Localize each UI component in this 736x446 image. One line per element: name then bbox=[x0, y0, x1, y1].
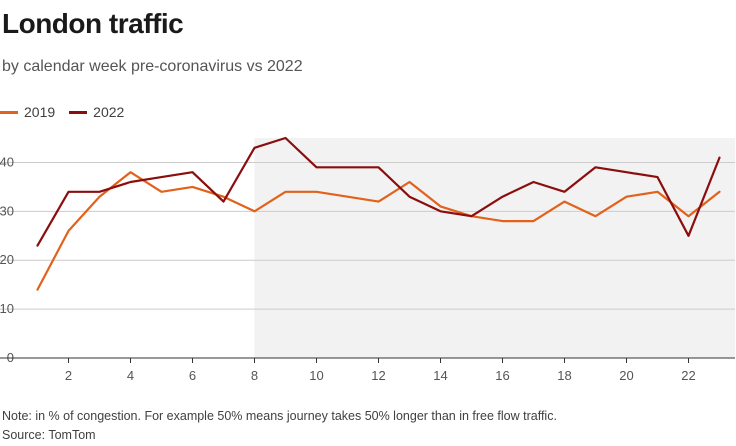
x-tick-label-8: 8 bbox=[251, 368, 258, 383]
shaded-region bbox=[254, 138, 735, 358]
legend-swatch-2019 bbox=[0, 110, 18, 114]
legend-label-2022: 2022 bbox=[93, 104, 125, 120]
y-tick-label-40: 40 bbox=[0, 154, 14, 169]
series-line-2019 bbox=[36, 171, 721, 291]
y-tick-label-30: 30 bbox=[0, 203, 14, 218]
chart-title: London traffic bbox=[2, 8, 184, 39]
series-line-2022 bbox=[36, 136, 721, 247]
y-tick-label-10: 10 bbox=[0, 301, 14, 316]
x-tick-label-20: 20 bbox=[619, 368, 633, 383]
x-tick-label-2: 2 bbox=[65, 368, 72, 383]
legend-swatch-2022 bbox=[69, 110, 88, 114]
legend-item-2019: 2019 bbox=[0, 104, 55, 120]
y-tick-label-20: 20 bbox=[0, 252, 14, 267]
x-tick-label-22: 22 bbox=[681, 368, 695, 383]
x-tick-label-4: 4 bbox=[127, 368, 134, 383]
source-credit: Source: TomTom bbox=[2, 428, 96, 442]
line-chart: 010203040246810121416182022 bbox=[0, 136, 735, 383]
x-tick-label-14: 14 bbox=[433, 368, 447, 383]
legend-item-2022: 2022 bbox=[69, 104, 124, 120]
x-tick-label-18: 18 bbox=[557, 368, 571, 383]
chart-subtitle: by calendar week pre-coronavirus vs 2022 bbox=[2, 58, 303, 75]
x-tick-label-10: 10 bbox=[309, 368, 323, 383]
legend-label-2019: 2019 bbox=[24, 104, 56, 120]
footnote: Note: in % of congestion. For example 50… bbox=[2, 409, 557, 423]
x-tick-label-6: 6 bbox=[189, 368, 196, 383]
x-tick-label-12: 12 bbox=[371, 368, 385, 383]
x-tick-label-16: 16 bbox=[495, 368, 509, 383]
legend: 2019 2022 bbox=[0, 104, 138, 120]
